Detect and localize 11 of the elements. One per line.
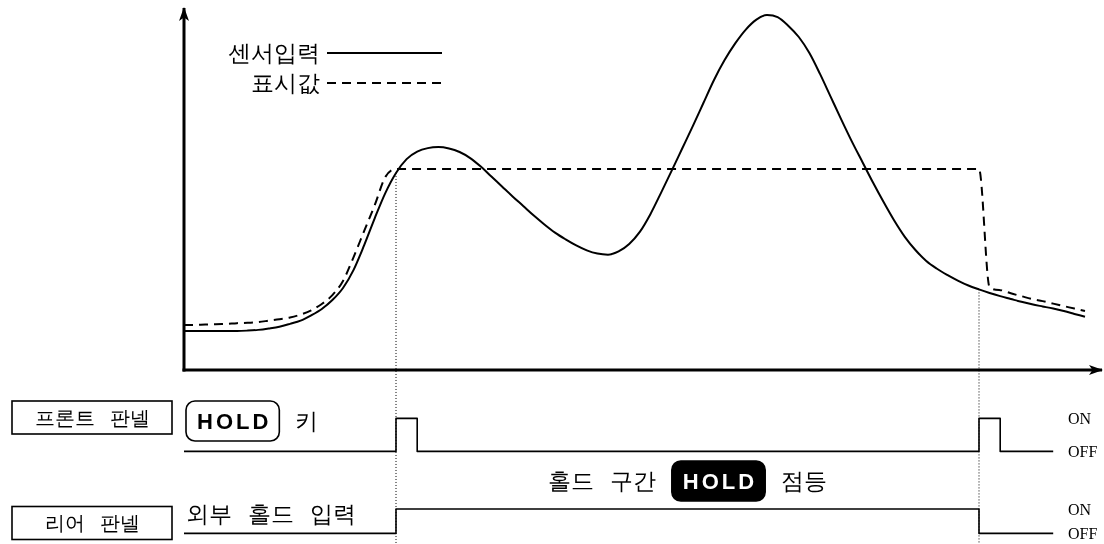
y-axis-title: 리어 판넬 (44, 512, 140, 534)
series-label: 외부 홀드 입력 (186, 501, 356, 527)
text: ON (1068, 500, 1092, 518)
legend-label: 센서입력 (228, 40, 320, 66)
series-label: HOLD 키 (197, 408, 319, 434)
y-axis-title: 프론트 판넬 (34, 406, 150, 429)
text: OFF (1068, 442, 1098, 460)
text: ON (1068, 409, 1092, 427)
text: OFF (1068, 524, 1098, 542)
legend-label: 표시값 (251, 70, 320, 96)
text: 홀드 구간 HOLD 점등 (547, 468, 828, 494)
